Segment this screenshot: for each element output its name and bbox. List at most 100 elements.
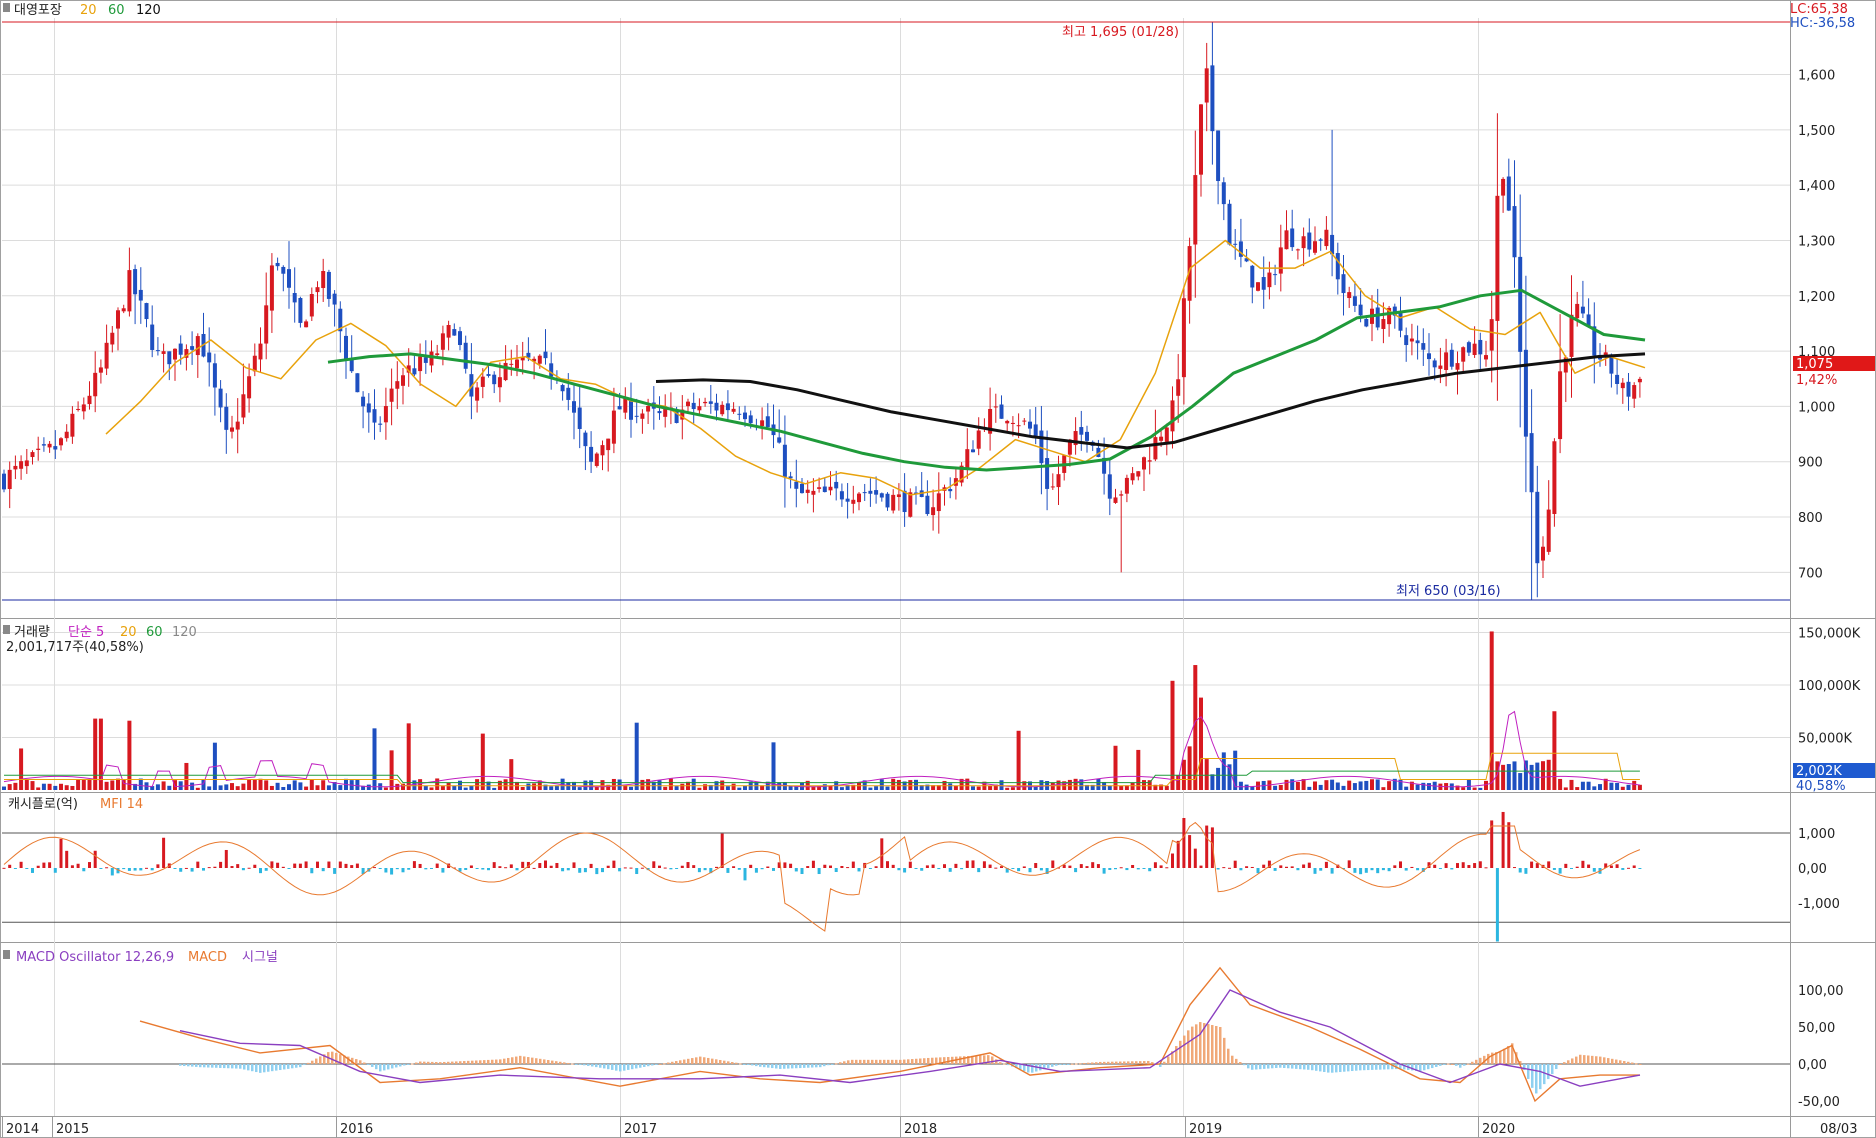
volume-bar (1569, 779, 1574, 790)
cashflow-bar (207, 867, 211, 869)
cashflow-bar (498, 866, 502, 868)
macd-oscillator-bar (683, 1059, 686, 1064)
macd-oscillator-bar (1135, 1061, 1138, 1064)
cashflow-bar (1034, 863, 1038, 868)
macd-oscillator-bar (567, 1062, 570, 1064)
candle-body (1421, 343, 1426, 350)
candle-body (87, 395, 92, 405)
volume-bar (503, 779, 508, 790)
candle-body (1375, 307, 1380, 328)
candle-body (1518, 256, 1523, 352)
candle-body (1250, 265, 1255, 288)
cashflow-bar (1199, 865, 1203, 868)
candle-body (269, 265, 274, 311)
candle-body (851, 499, 856, 504)
cashflow-bar (618, 868, 622, 872)
macd-oscillator-bar (415, 1062, 418, 1064)
cashflow-bar (8, 864, 12, 868)
price-legend-ma20: 20 (80, 3, 97, 18)
cashflow-bar (749, 864, 753, 868)
cashflow-bar (811, 860, 815, 868)
macd-oscillator-bar (1627, 1061, 1630, 1064)
panel-menu-icon[interactable] (3, 950, 10, 959)
macd-oscillator-bar (847, 1060, 850, 1064)
cashflow-bar (521, 861, 525, 868)
cashflow-bar (777, 862, 781, 868)
cashflow-bar (886, 861, 889, 868)
cashflow-bar (908, 861, 912, 868)
cashflow-bar (122, 868, 126, 870)
cashflow-bar (965, 860, 969, 868)
cashflow-bar (583, 868, 587, 873)
macd-oscillator-bar (355, 1059, 358, 1064)
cashflow-bar (1290, 866, 1294, 868)
cashflow-bar (629, 867, 633, 869)
macd-oscillator-bar (1499, 1051, 1502, 1064)
macd-oscillator-bar (1067, 1064, 1070, 1065)
candle-body (133, 269, 138, 295)
volume-bar (1221, 752, 1226, 790)
macd-oscillator-bar (1503, 1048, 1506, 1064)
candle-body (1056, 474, 1061, 488)
macd-oscillator-bar (803, 1064, 806, 1068)
volume-bar (594, 786, 599, 790)
macd-oscillator-bar (527, 1057, 530, 1064)
cashflow-panel[interactable]: -1,000 0,00 1,000 (2, 811, 1840, 942)
macd-oscillator-bar (763, 1064, 766, 1068)
volume-bar (868, 787, 873, 790)
cashflow-bar (840, 865, 844, 868)
candle-body (1541, 546, 1545, 561)
candle-body (1193, 175, 1198, 245)
volume-bar (914, 779, 918, 790)
volume-bar (401, 783, 405, 790)
macd-oscillator-bar (927, 1057, 930, 1064)
macd-oscillator-bar (971, 1055, 974, 1064)
panel-menu-icon[interactable] (3, 3, 10, 12)
macd-oscillator-bar (511, 1057, 514, 1064)
cashflow-bar (1615, 864, 1619, 868)
volume-bar (606, 784, 611, 790)
macd-panel[interactable]: -50,00 0,00 50,00 100,00 (2, 966, 1844, 1110)
candle-body (537, 355, 542, 364)
macd-oscillator-bar (1131, 1061, 1134, 1064)
candle-body (748, 415, 753, 424)
volume-bar (925, 784, 930, 790)
volume-bar (708, 784, 713, 790)
macd-oscillator-bar (871, 1059, 874, 1064)
candle-body (1130, 473, 1135, 481)
panel-menu-icon[interactable] (3, 625, 10, 634)
macd-oscillator-bar (867, 1059, 870, 1064)
cashflow-bar (53, 868, 57, 873)
macd-oscillator-bar (1147, 1060, 1150, 1064)
candle-body (1142, 457, 1146, 470)
volume-bar (1580, 781, 1585, 790)
macd-oscillator-bar (1191, 1026, 1194, 1064)
candle-body (190, 346, 195, 350)
cashflow-bar (663, 867, 667, 869)
candle-body (1455, 363, 1460, 370)
volume-bar (116, 778, 120, 790)
price-tick-label: 900 (1798, 456, 1823, 471)
macd-oscillator-bar (1023, 1064, 1026, 1072)
macd-oscillator-bar (403, 1064, 406, 1066)
volume-bar (1313, 781, 1317, 790)
macd-oscillator-bar (1043, 1064, 1046, 1070)
volume-bar (1415, 784, 1420, 790)
macd-oscillator-bar (1071, 1063, 1074, 1065)
candle-body (1489, 319, 1494, 351)
macd-oscillator-bar (931, 1057, 934, 1064)
price-panel[interactable]: 7008009001,0001,1001,2001,3001,4001,5001… (2, 22, 1835, 600)
cashflow-bar (1336, 864, 1340, 868)
macd-oscillator-bar (719, 1059, 722, 1064)
volume-panel[interactable]: 50,000K 100,000K 150,000K (2, 627, 1861, 791)
macd-oscillator-bar (1115, 1061, 1118, 1064)
volume-bar (1575, 787, 1580, 790)
volume-bar (1620, 786, 1625, 790)
candle-body (1575, 303, 1580, 319)
candle-body (309, 294, 314, 317)
volume-bar (1250, 786, 1255, 790)
macd-tick-label: 0,00 (1798, 1058, 1827, 1073)
volume-bar (720, 780, 725, 790)
macd-oscillator-bar (1103, 1061, 1106, 1064)
